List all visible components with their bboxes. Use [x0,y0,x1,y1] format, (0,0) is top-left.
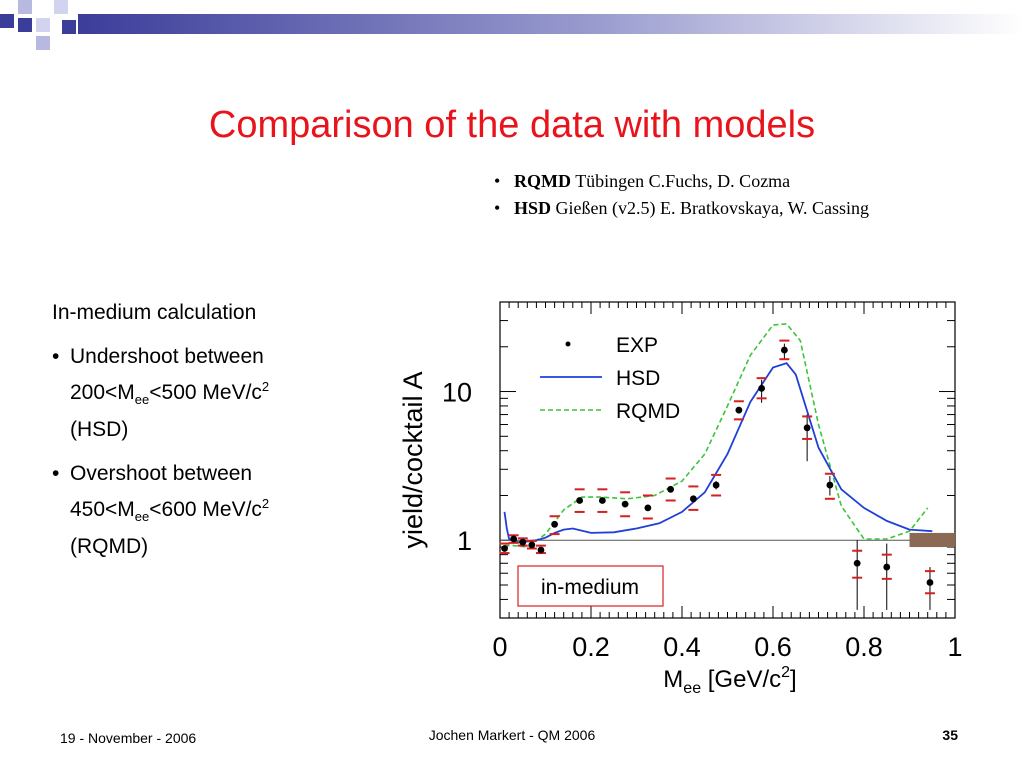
exp-point [501,545,508,552]
model-item-rqmd: RQMD Tübingen C.Fuchs, D. Cozma [494,168,914,195]
note-range: 450<M [70,498,135,522]
exp-point [528,541,536,549]
exp-point [537,546,545,554]
exp-point [551,520,558,528]
exp-point [598,497,606,504]
exp-point [735,406,743,414]
note-model: (HSD) [70,418,129,442]
model-name: HSD [514,198,552,218]
note-range-unit: <600 MeV/c [149,498,262,522]
note-sub: ee [134,392,150,408]
model-list: RQMD Tübingen C.Fuchs, D. Cozma HSD Gieß… [494,168,914,222]
note-sub: ee [134,509,150,525]
exp-point [621,500,629,508]
footer-author: Jochen Markert - QM 2006 [428,727,596,743]
model-text: Tübingen C.Fuchs, D. Cozma [575,171,791,191]
note-sup: 2 [261,379,270,394]
exp-point [853,559,861,567]
notes-panel: In-medium calculation Undershoot between… [52,298,352,576]
x-tick-label: 0.6 [754,632,792,662]
slide-title: Comparison of the data with models [208,104,816,146]
exp-point [803,424,811,432]
note-range: 200<M [70,381,135,404]
y-axis-label: yield/cocktail A [398,371,428,548]
footer-date: 19 - November - 2006 [60,730,197,746]
legend-exp-marker [565,341,571,347]
rqmd-curve [504,323,929,548]
x-tick-label: 0 [492,632,507,662]
exp-point [644,504,652,512]
legend-label: HSD [616,367,660,390]
exp-point [780,346,788,354]
dilepton-chart: 0 0.2 0.4 0.6 0.8 1 1 10 EXP HSD RQMD in-medium yi… [398,301,963,697]
hsd-curve [503,362,933,544]
legend-label: RQMD [616,400,680,423]
exp-point [510,535,518,543]
model-name: RQMD [514,171,571,191]
model-text: Gießen (v2.5) E. Bratkovskaya, W. Cassin… [555,198,869,218]
exp-point [883,563,891,571]
x-tick-label: 1 [947,632,962,662]
y-tick-label: 1 [457,526,472,556]
exp-point [519,538,527,546]
exp-point [712,481,720,489]
note-range-unit: <500 MeV/c [149,381,262,404]
header-banner [78,14,1024,34]
exp-point [576,497,584,504]
note-model: (RQMD) [70,535,149,559]
annotation-box [517,565,664,607]
x-tick-label: 0.4 [663,632,701,662]
page-number: 35 [942,727,958,743]
exp-point [826,481,834,489]
y-tick-label: 10 [442,378,472,408]
exp-point [667,485,675,493]
x-axis-label: Mee [GeV/c2] [663,664,796,697]
x-tick-label: 0.2 [572,632,610,662]
exp-point [758,384,766,392]
note-line: Overshoot between [70,462,253,486]
exp-point [926,579,934,586]
normalization-band [909,532,955,548]
note-item: Undershoot between 200<Mee<500 MeV/c2 (H… [52,342,352,445]
model-item-hsd: HSD Gießen (v2.5) E. Bratkovskaya, W. Ca… [494,195,914,222]
note-sup: 2 [261,496,270,512]
note-item: Overshoot between 450<Mee<600 MeV/c2 (RQ… [52,459,352,562]
exp-point [689,495,697,503]
logo-squares [0,0,76,50]
x-tick-label: 0.8 [845,632,883,662]
legend-label: EXP [616,334,658,357]
annotation-label: in-medium [541,576,639,599]
notes-heading: In-medium calculation [52,301,257,324]
note-line: Undershoot between [70,345,264,368]
